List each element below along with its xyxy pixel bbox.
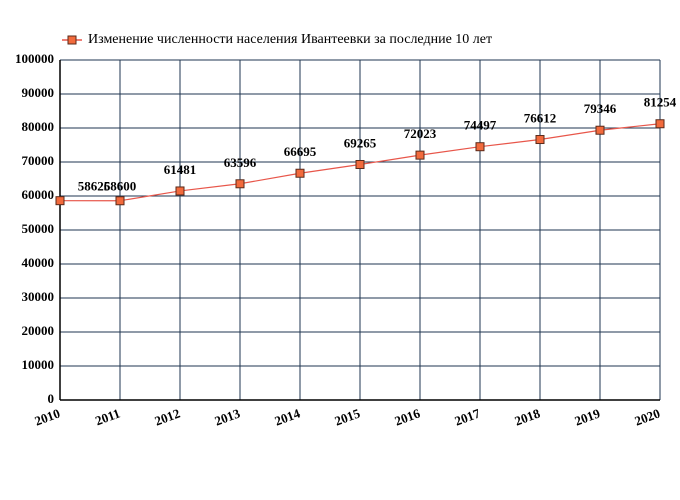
y-tick-label: 10000 (22, 357, 55, 372)
y-tick-label: 20000 (22, 323, 55, 338)
x-tick-label: 2018 (512, 405, 542, 428)
x-tick-label: 2010 (32, 406, 62, 429)
data-label: 74497 (464, 118, 497, 133)
data-point (175, 186, 185, 196)
legend: Изменение численности населения Ивантеев… (62, 32, 492, 47)
y-tick-label: 90000 (22, 85, 55, 100)
data-label: 81254 (644, 95, 677, 110)
data-label: 58600 (104, 179, 137, 194)
data-point (535, 135, 545, 145)
data-label: 66695 (284, 144, 317, 159)
data-point (295, 168, 305, 178)
data-point (355, 159, 365, 169)
data-point (415, 150, 425, 160)
x-tick-label: 2017 (452, 405, 482, 428)
data-label: 63596 (224, 155, 257, 170)
data-label: 79346 (584, 101, 617, 116)
data-point (55, 196, 65, 206)
y-tick-label: 80000 (22, 119, 55, 134)
legend-marker (67, 35, 77, 45)
data-point (475, 142, 485, 152)
x-tick-label: 2020 (632, 406, 662, 429)
data-label: 72023 (404, 126, 437, 141)
x-tick-label: 2011 (93, 406, 122, 429)
data-point (655, 119, 665, 129)
x-tick-label: 2012 (152, 406, 182, 429)
y-tick-label: 0 (48, 391, 55, 406)
x-tick-label: 2015 (332, 405, 362, 428)
data-label: 69265 (344, 135, 377, 150)
y-tick-label: 50000 (22, 221, 55, 236)
y-tick-label: 60000 (22, 187, 55, 202)
y-tick-label: 40000 (22, 255, 55, 270)
x-tick-label: 2019 (572, 405, 602, 428)
data-point (595, 125, 605, 135)
y-tick-label: 70000 (22, 153, 55, 168)
data-label: 61481 (164, 162, 197, 177)
data-label: 58626 (78, 179, 111, 194)
data-point (235, 179, 245, 189)
x-tick-label: 2014 (272, 405, 302, 428)
legend-label: Изменение численности населения Ивантеев… (88, 32, 492, 47)
x-tick-label: 2016 (392, 405, 422, 428)
data-label: 76612 (524, 111, 557, 126)
data-point (115, 196, 125, 206)
y-tick-label: 100000 (15, 51, 54, 66)
y-tick-label: 30000 (22, 289, 55, 304)
x-tick-label: 2013 (212, 405, 242, 428)
